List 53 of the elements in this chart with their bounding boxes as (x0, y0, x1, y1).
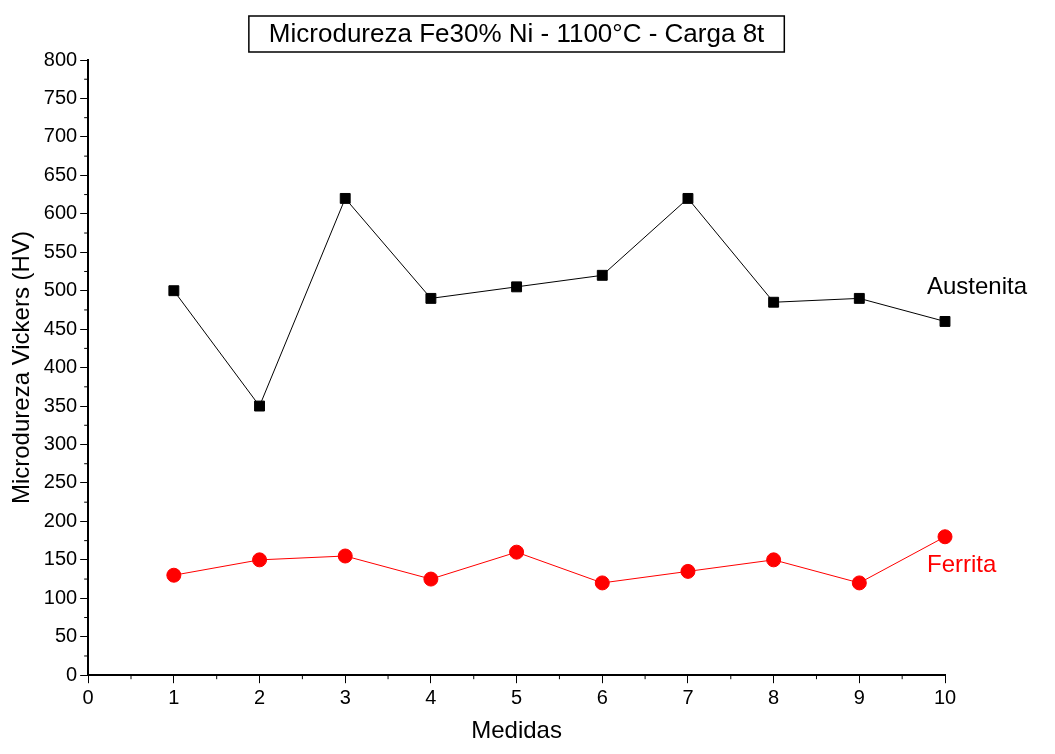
point (166, 567, 182, 583)
y-tick-label: 50 (54, 624, 78, 647)
y-tick-label: 800 (43, 47, 78, 70)
x-tick-label: 10 (933, 685, 957, 708)
point (168, 285, 180, 297)
point (252, 552, 268, 568)
point (511, 281, 523, 293)
point (596, 269, 608, 281)
chart-title: Microdureza Fe30% Ni - 1100°C - Carga 8t (268, 18, 766, 49)
point (851, 575, 867, 591)
y-tick-label: 550 (43, 239, 78, 262)
y-tick-label: 600 (43, 201, 78, 224)
y-tick-label: 100 (43, 585, 78, 608)
point (682, 192, 694, 204)
y-tick-label: 450 (43, 316, 78, 339)
x-tick-label: 9 (853, 685, 865, 708)
point (509, 544, 525, 560)
point (937, 529, 953, 545)
x-tick-label: 8 (768, 685, 780, 708)
y-tick-label: 400 (43, 355, 78, 378)
x-tick-label: 6 (596, 685, 608, 708)
y-tick-label: 350 (43, 393, 78, 416)
x-tick-label: 2 (253, 685, 266, 708)
point (766, 552, 782, 568)
point (680, 563, 696, 579)
x-tick-label: 5 (511, 685, 523, 708)
x-tick-label: 1 (168, 685, 180, 708)
x-tick-label: 0 (82, 685, 94, 708)
x-axis-title: Medidas (471, 716, 562, 744)
point (939, 316, 951, 327)
point (337, 548, 353, 564)
point (425, 292, 437, 304)
point (423, 571, 439, 587)
y-tick-label: 700 (43, 124, 78, 147)
x-tick-label: 4 (425, 685, 437, 708)
x-tick-label: 3 (339, 685, 351, 708)
point (853, 292, 865, 304)
y-tick-label: 300 (43, 432, 78, 455)
y-tick-label: 200 (43, 508, 78, 531)
y-tick-label: 500 (43, 278, 78, 301)
point (594, 575, 610, 591)
y-tick-label: 0 (66, 662, 78, 685)
y-tick-label: 150 (43, 547, 78, 570)
x-tick-label: 7 (682, 685, 694, 708)
point (768, 296, 780, 308)
series-label: Austenita (927, 272, 1028, 300)
series-label: Ferrita (927, 550, 997, 578)
y-tick-label: 650 (43, 162, 78, 185)
y-axis-title: Microdureza Vickers (HV) (7, 231, 35, 505)
point (254, 400, 265, 412)
y-tick-label: 750 (43, 85, 78, 108)
y-tick-label: 250 (43, 470, 78, 493)
point (339, 192, 351, 204)
